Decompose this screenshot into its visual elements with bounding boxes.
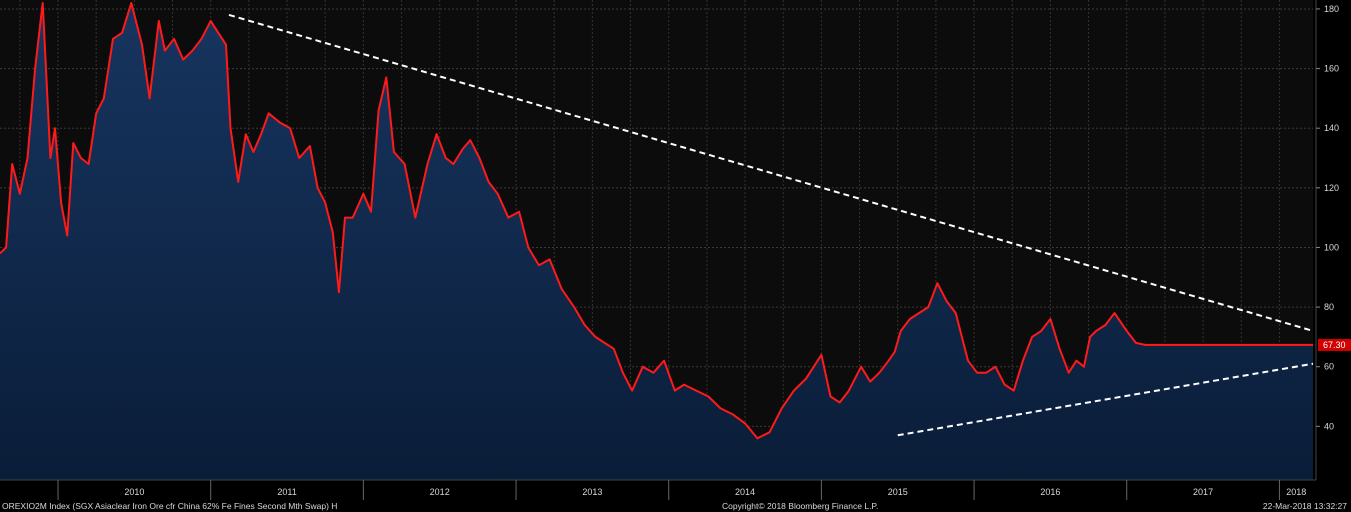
x-tick-label: 2012 [430,487,450,497]
x-tick-label: 2017 [1193,487,1213,497]
copyright-text: Copyright© 2018 Bloomberg Finance L.P. [722,501,879,511]
trendlines [228,13,1314,437]
x-tick-label: 2015 [888,487,908,497]
y-axis-ticks: 40 60 80 100 120 140 160 180 [1316,4,1339,431]
last-value-tag: 67.30 [1318,338,1351,351]
timestamp-text: 22-Mar-2018 13:32:27 [1262,501,1347,511]
x-axis-ticks: 2010 2011 2012 2013 2014 2015 2016 2017 2018 [57,480,1306,500]
chart-footer: OREXIO2M Index (SGX Asiaclear Iron Ore c… [0,500,1351,512]
y-tick-label: 40 [1324,421,1334,431]
x-tick-label: 2018 [1286,487,1306,497]
last-value-label: 67.30 [1323,340,1346,350]
y-tick-label: 180 [1324,4,1339,14]
y-tick-label: 140 [1324,123,1339,133]
y-tick-label: 60 [1324,362,1334,372]
last-value-box [1318,338,1351,351]
y-tick-label: 100 [1324,242,1339,252]
y-tick-label: 120 [1324,183,1339,193]
ticker-description: OREXIO2M Index (SGX Asiaclear Iron Ore c… [2,501,338,511]
price-line [0,2,1313,440]
price-area-fill [0,3,1313,480]
x-tick-label: 2011 [277,487,296,497]
y-tick-label: 80 [1324,302,1334,312]
y-tick-label: 160 [1324,64,1339,74]
x-tick-label: 2013 [582,487,602,497]
trendline [897,362,1314,437]
x-tick-label: 2016 [1040,487,1060,497]
x-tick-label: 2010 [124,487,144,497]
x-tick-label: 2014 [735,487,755,497]
trendline [228,13,1314,332]
